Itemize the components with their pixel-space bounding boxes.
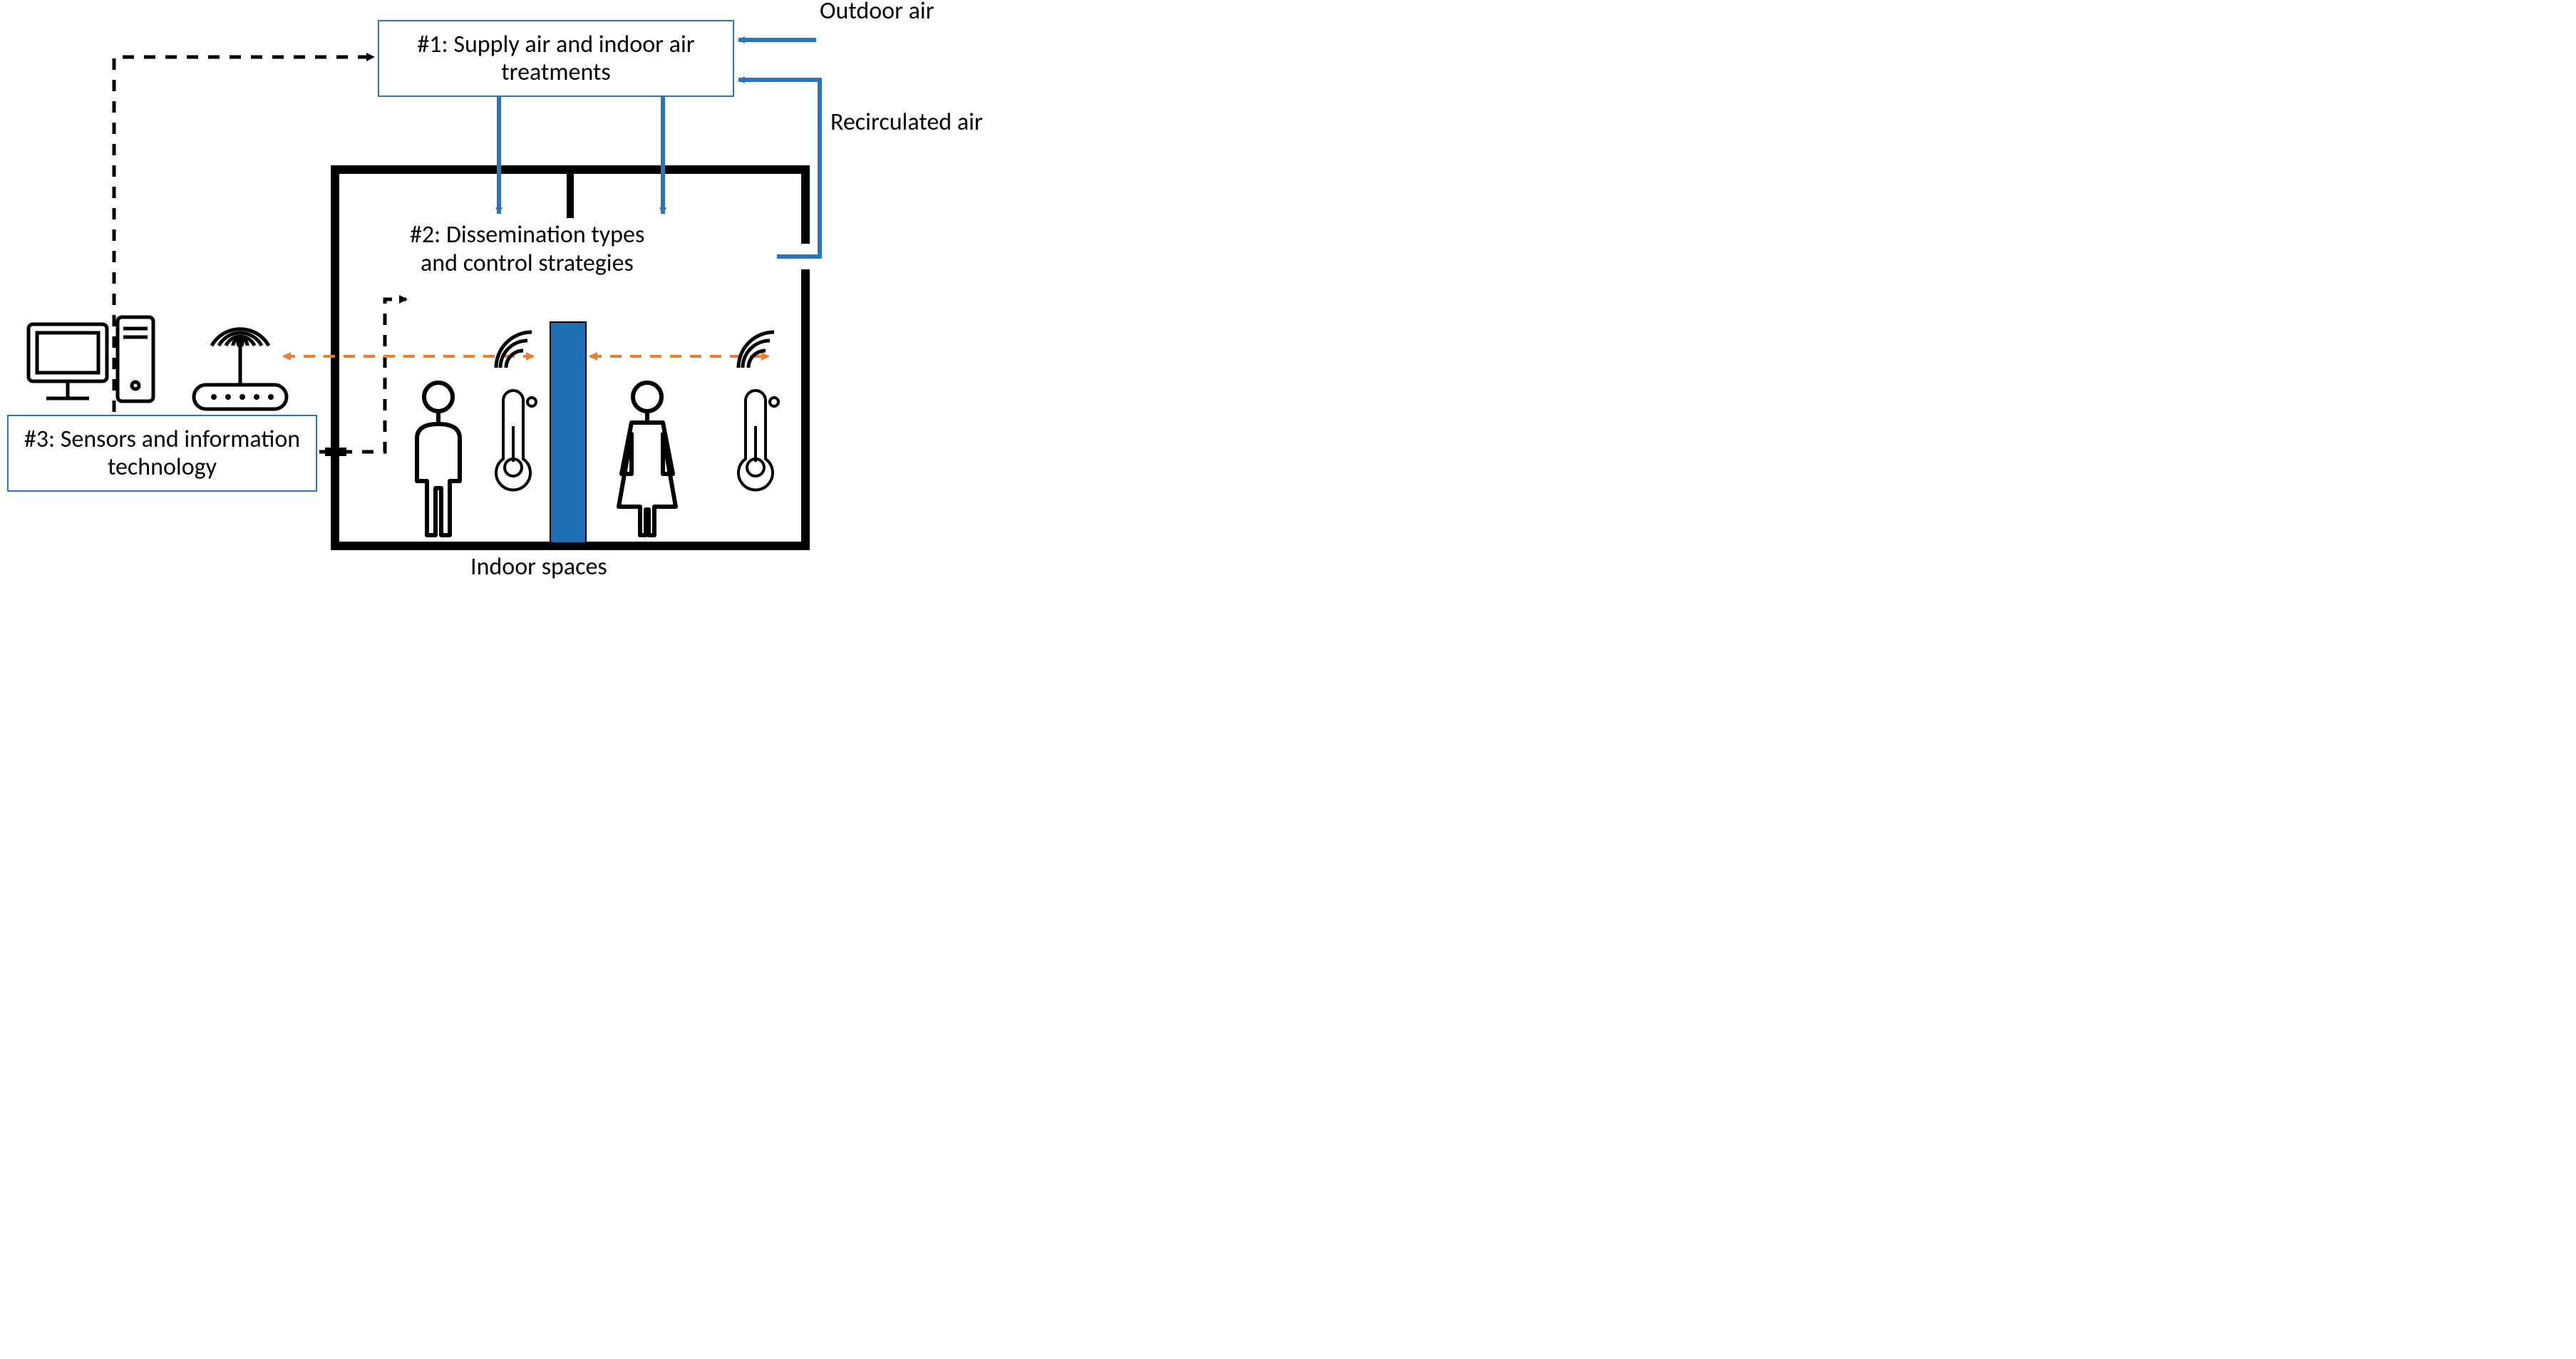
box-sensors-it: #3: Sensors and information technology <box>7 415 317 492</box>
label-box2-line1: #2: Dissemination types <box>410 221 644 249</box>
arrow-sensors-to-supply <box>114 57 373 412</box>
label-outdoor-air: Outdoor air <box>820 0 934 25</box>
person-female-icon <box>619 383 676 535</box>
thermometer-icon-1 <box>496 391 536 490</box>
label-box2-line2: and control strategies <box>421 249 634 277</box>
label-indoor-spaces: Indoor spaces <box>470 553 607 581</box>
thermometer-icon-2 <box>738 391 778 490</box>
box-sensors-it-label: #3: Sensors and information technology <box>9 425 316 481</box>
label-recirculated-air: Recirculated air <box>830 108 994 136</box>
arrow-recirculated <box>738 80 820 257</box>
person-male-icon <box>417 383 460 535</box>
box-supply-air-label: #1: Supply air and indoor air treatments <box>379 31 733 86</box>
diagram-canvas: #1: Supply air and indoor air treatments… <box>0 0 1112 587</box>
computer-icon <box>29 317 153 401</box>
signal-icon-2 <box>738 332 774 368</box>
arrow-sensors-to-room <box>319 299 406 452</box>
box-supply-air: #1: Supply air and indoor air treatments <box>378 20 734 97</box>
partition <box>550 322 586 543</box>
signal-icon-1 <box>496 332 532 368</box>
router-icon <box>194 329 287 409</box>
